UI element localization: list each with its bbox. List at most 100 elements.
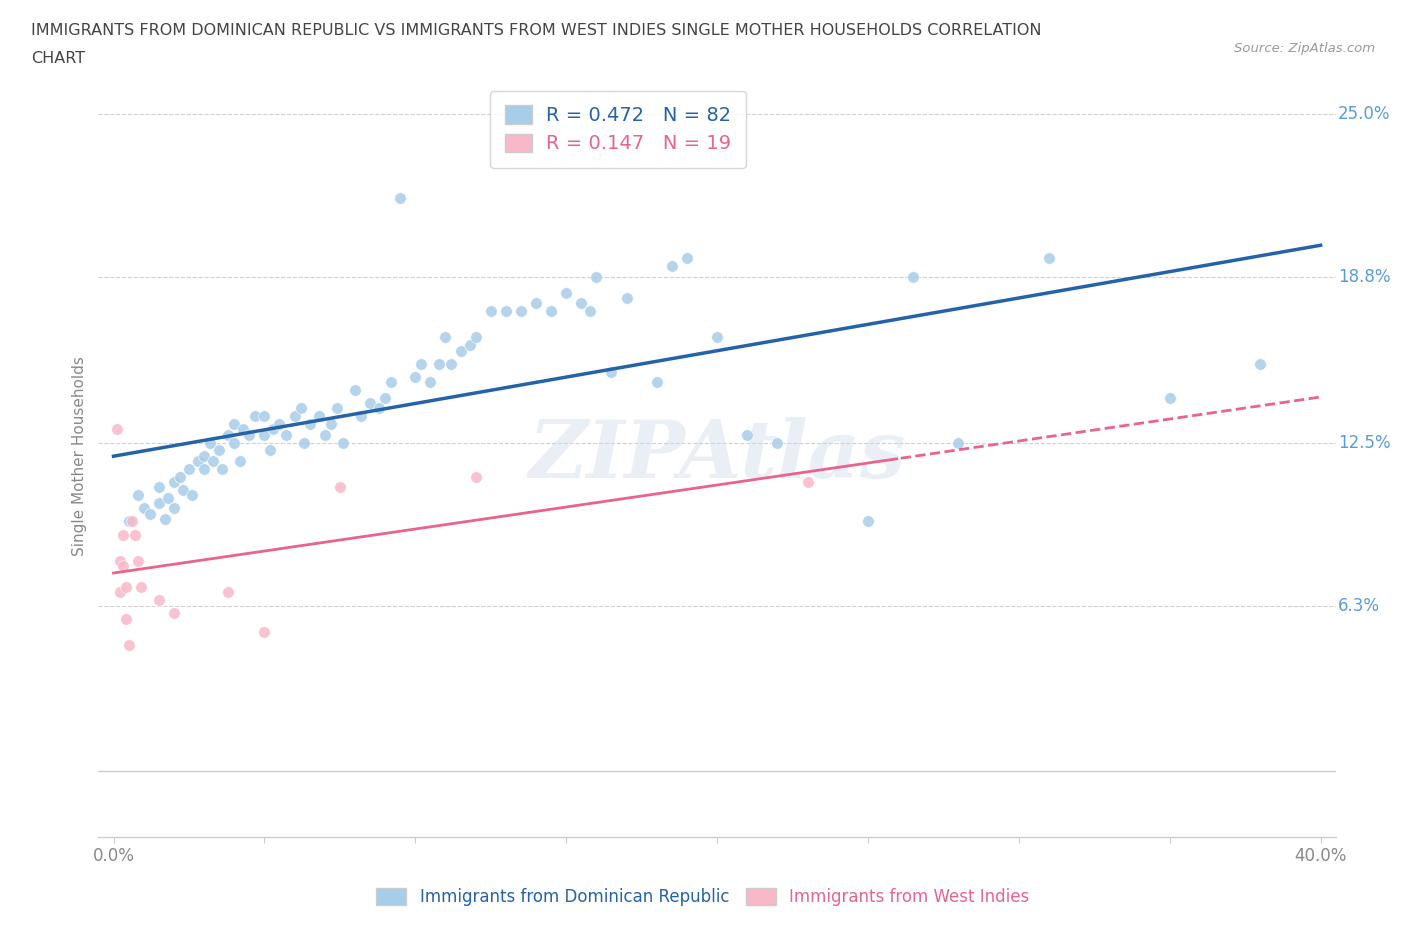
Point — [177, 461, 200, 476]
Point — [284, 409, 307, 424]
Point — [450, 343, 472, 358]
Point — [368, 401, 391, 416]
Point — [111, 527, 134, 542]
Point — [132, 501, 155, 516]
Point — [661, 259, 683, 273]
Point — [224, 435, 246, 450]
Point — [262, 422, 284, 437]
Point — [766, 435, 789, 450]
Point — [540, 303, 562, 318]
Point — [903, 270, 925, 285]
Point — [108, 585, 131, 600]
Legend: Immigrants from Dominican Republic, Immigrants from West Indies: Immigrants from Dominican Republic, Immi… — [370, 881, 1036, 912]
Point — [211, 461, 233, 476]
Point — [298, 417, 321, 432]
Point — [458, 338, 481, 352]
Point — [1249, 356, 1271, 371]
Point — [172, 483, 194, 498]
Point — [259, 443, 281, 458]
Point — [148, 480, 170, 495]
Point — [111, 559, 134, 574]
Point — [153, 512, 176, 526]
Point — [108, 553, 131, 568]
Point — [224, 417, 246, 432]
Point — [343, 382, 366, 397]
Point — [193, 461, 215, 476]
Text: 25.0%: 25.0% — [1339, 105, 1391, 123]
Point — [856, 514, 879, 529]
Point — [124, 527, 146, 542]
Point — [569, 296, 592, 311]
Point — [121, 514, 143, 529]
Point — [404, 369, 426, 384]
Point — [326, 401, 349, 416]
Point — [479, 303, 502, 318]
Point — [117, 638, 139, 653]
Point — [292, 435, 315, 450]
Point — [1159, 391, 1181, 405]
Point — [1038, 251, 1060, 266]
Point — [181, 487, 204, 502]
Point — [676, 251, 699, 266]
Point — [706, 330, 728, 345]
Point — [600, 365, 623, 379]
Y-axis label: Single Mother Households: Single Mother Households — [72, 356, 87, 555]
Point — [290, 401, 312, 416]
Point — [163, 474, 186, 489]
Point — [616, 290, 638, 305]
Text: CHART: CHART — [31, 51, 84, 66]
Point — [419, 375, 441, 390]
Point — [380, 375, 402, 390]
Point — [202, 454, 225, 469]
Point — [495, 303, 517, 318]
Point — [274, 427, 297, 442]
Point — [163, 501, 186, 516]
Point — [217, 427, 239, 442]
Text: 12.5%: 12.5% — [1339, 433, 1391, 452]
Point — [735, 427, 758, 442]
Point — [114, 579, 136, 594]
Point — [105, 422, 128, 437]
Point — [796, 474, 818, 489]
Text: IMMIGRANTS FROM DOMINICAN REPUBLIC VS IMMIGRANTS FROM WEST INDIES SINGLE MOTHER : IMMIGRANTS FROM DOMINICAN REPUBLIC VS IM… — [31, 23, 1042, 38]
Point — [127, 487, 149, 502]
Point — [238, 427, 260, 442]
Text: Source: ZipAtlas.com: Source: ZipAtlas.com — [1234, 42, 1375, 55]
Point — [163, 606, 186, 621]
Point — [169, 470, 191, 485]
Point — [308, 409, 330, 424]
Point — [193, 448, 215, 463]
Point — [314, 427, 336, 442]
Text: ZIPAtlas: ZIPAtlas — [529, 417, 905, 495]
Point — [524, 296, 547, 311]
Point — [585, 270, 607, 285]
Point — [129, 579, 152, 594]
Point — [319, 417, 342, 432]
Point — [948, 435, 970, 450]
Point — [269, 417, 291, 432]
Point — [464, 470, 486, 485]
Point — [440, 356, 463, 371]
Point — [229, 454, 252, 469]
Point — [253, 427, 276, 442]
Point — [429, 356, 451, 371]
Legend: R = 0.472   N = 82, R = 0.147   N = 19: R = 0.472 N = 82, R = 0.147 N = 19 — [491, 91, 745, 167]
Point — [359, 395, 381, 410]
Point — [411, 356, 433, 371]
Point — [579, 303, 602, 318]
Point — [350, 409, 373, 424]
Point — [208, 443, 231, 458]
Point — [253, 624, 276, 639]
Point — [245, 409, 267, 424]
Point — [645, 375, 668, 390]
Point — [156, 490, 179, 505]
Point — [434, 330, 457, 345]
Point — [253, 409, 276, 424]
Point — [329, 480, 352, 495]
Point — [148, 593, 170, 608]
Point — [332, 435, 354, 450]
Text: 18.8%: 18.8% — [1339, 268, 1391, 286]
Point — [374, 391, 396, 405]
Point — [187, 454, 209, 469]
Point — [114, 611, 136, 626]
